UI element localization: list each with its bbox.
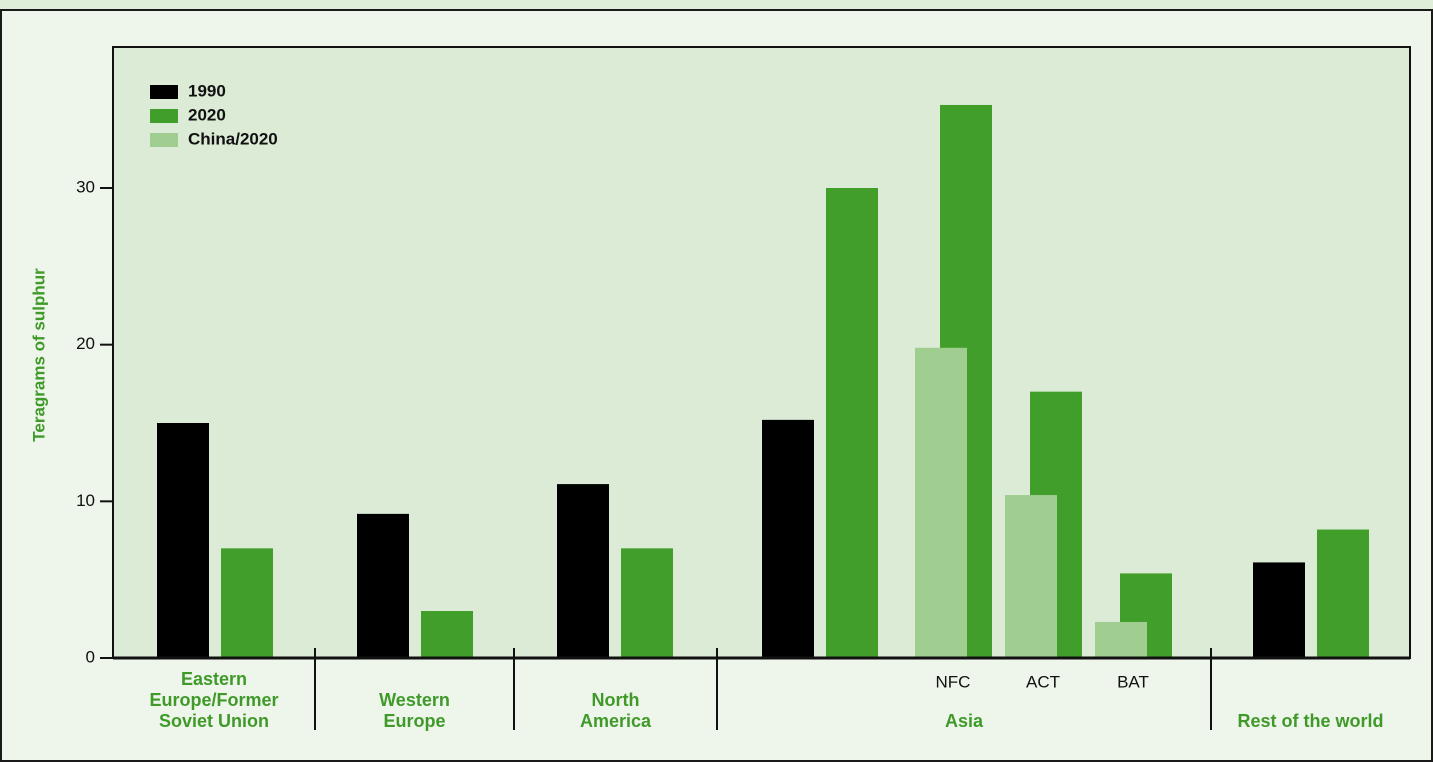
legend-label: 2020 xyxy=(188,105,226,124)
y-tick-label: 10 xyxy=(76,491,95,510)
x-tick-label: BAT xyxy=(1117,672,1149,691)
bar xyxy=(1005,495,1057,658)
bar xyxy=(557,484,609,658)
bar xyxy=(421,611,473,658)
plot-area xyxy=(112,46,1411,659)
bar xyxy=(1095,621,1147,658)
bar xyxy=(762,419,814,658)
x-tick-label: ACT xyxy=(1026,672,1060,691)
bar xyxy=(915,347,967,658)
legend-swatch xyxy=(150,85,178,99)
legend-swatch xyxy=(150,133,178,147)
group-label: Asia xyxy=(944,711,984,731)
group-label: Western Europe xyxy=(379,690,450,731)
bar xyxy=(221,548,273,658)
bar xyxy=(621,548,673,658)
bar xyxy=(357,513,409,658)
legend-label: China/2020 xyxy=(188,129,278,148)
y-tick-label: 30 xyxy=(76,177,95,196)
group-label: Eastern Europe/Former Soviet Union xyxy=(149,669,279,731)
bar xyxy=(1317,529,1369,658)
y-tick-label: 20 xyxy=(76,334,95,353)
bar xyxy=(157,423,209,658)
bar xyxy=(826,188,878,658)
legend-label: 1990 xyxy=(188,81,226,100)
legend-swatch xyxy=(150,109,178,123)
group-label: Rest of the world xyxy=(1237,711,1384,731)
y-tick-label: 0 xyxy=(86,647,95,666)
x-tick-label: NFC xyxy=(936,672,971,691)
bar xyxy=(1253,562,1305,658)
group-label: North America xyxy=(579,690,652,731)
y-axis-label: Teragrams of sulphur xyxy=(29,268,48,442)
